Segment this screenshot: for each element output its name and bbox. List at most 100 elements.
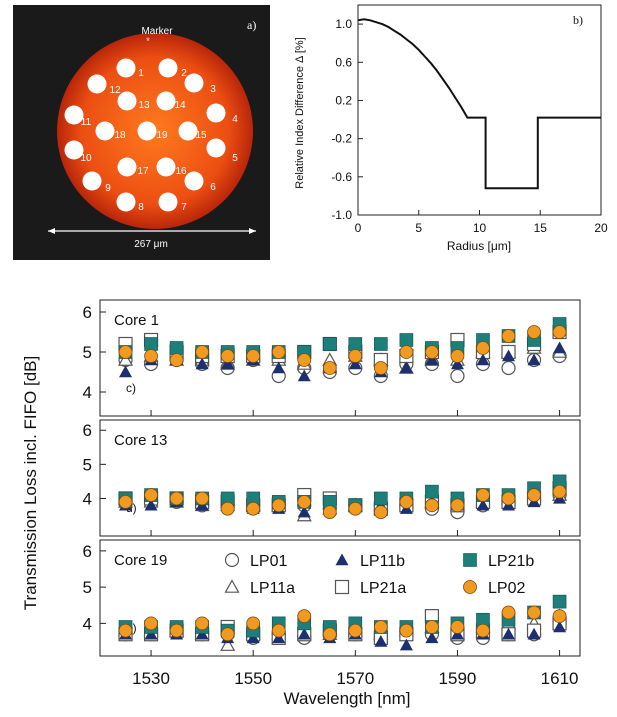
lp02-marker <box>246 501 261 516</box>
y-tick-label: 6 <box>83 542 92 561</box>
wavelength-tick-label: 1590 <box>439 669 477 688</box>
lp02-marker <box>118 494 133 509</box>
lp02-marker <box>373 620 388 634</box>
lp02-marker <box>527 325 541 339</box>
x-tick-label: 20 <box>594 221 608 235</box>
lp11b-marker <box>144 498 158 511</box>
core-3 <box>184 73 204 93</box>
lp02-marker <box>322 505 337 520</box>
lp02-marker <box>425 620 439 634</box>
index-profile-x-label: Radius [μm] <box>447 239 511 253</box>
legend-label-lp02: LP02 <box>488 580 525 597</box>
lp21b-marker <box>322 337 337 351</box>
transmission-panel-1: 4 5 6 Core 1 c) <box>83 299 581 417</box>
lp11b-marker <box>527 627 541 640</box>
lp21b-marker <box>425 484 439 499</box>
lp02-marker <box>169 353 184 367</box>
index-profile-line <box>357 18 601 190</box>
lp02-marker <box>297 609 312 624</box>
core-label-18: 18 <box>114 130 126 141</box>
lp02-marker <box>195 616 210 631</box>
core-4 <box>206 103 226 123</box>
legend-marker-lp02 <box>463 580 477 594</box>
core-label-2: 2 <box>181 68 187 79</box>
core-label-10: 10 <box>80 153 92 164</box>
lp21b-marker <box>169 341 184 355</box>
lp11b-marker <box>221 357 235 370</box>
lp02-marker <box>399 494 414 509</box>
core-5 <box>206 138 226 158</box>
y-tick-label: -1.0 <box>331 208 352 222</box>
lp11a-marker <box>220 637 236 651</box>
core-9 <box>82 171 102 191</box>
lp02-marker <box>144 488 158 502</box>
lp02-marker <box>450 349 465 363</box>
y-tick-label: 4 <box>83 614 92 633</box>
marker-label: Marker <box>141 26 173 37</box>
y-tick-label: 5 <box>83 578 92 597</box>
legend-marker-lp21a <box>334 579 350 595</box>
lp21b-marker <box>348 337 363 351</box>
legend-label-lp21a: LP21a <box>360 580 406 597</box>
lp21b-marker <box>374 491 388 506</box>
panel-frame <box>99 419 581 537</box>
core-2 <box>158 58 178 78</box>
lp21b-marker <box>552 594 567 609</box>
scale-bar-label: 267 μm <box>134 239 168 250</box>
lp02-marker <box>297 494 312 509</box>
core-19 <box>137 121 157 141</box>
core-17 <box>117 157 137 177</box>
lp02-marker <box>348 623 363 638</box>
lp02-marker <box>220 501 235 516</box>
legend-marker-lp11b <box>335 553 349 566</box>
lp11b-marker <box>297 627 311 640</box>
panel-tag: d) <box>126 501 137 515</box>
lp11b-marker <box>527 353 541 366</box>
core-label-14: 14 <box>174 100 186 111</box>
panel-tag: c) <box>126 381 136 395</box>
lp01-marker <box>450 368 465 384</box>
lp02-marker <box>195 345 210 359</box>
core-label-15: 15 <box>195 130 207 141</box>
y-tick-label: 1.0 <box>335 17 352 31</box>
lp02-marker <box>271 623 286 638</box>
index-profile-axes: 0 5 10 15 20 1.0 0.6 0.2 -0.2 -0.6 -1.0 <box>331 17 608 235</box>
lp01-marker <box>501 360 516 376</box>
lp11b-marker <box>450 357 464 370</box>
lp02-marker <box>144 616 158 631</box>
lp02-marker <box>399 345 414 359</box>
index-profile-y-label: Relative Index Difference Δ [%] <box>294 37 306 188</box>
legend-label-lp11b: LP11b <box>360 553 405 570</box>
marker-star: * <box>146 36 150 46</box>
core-18 <box>95 121 115 141</box>
x-tick-label: 5 <box>415 221 422 235</box>
panel-b-label: b) <box>573 13 583 27</box>
lp02-marker <box>527 605 541 620</box>
lp11b-marker <box>297 505 311 518</box>
core-name: Core 13 <box>114 432 167 449</box>
y-tick-label: 6 <box>83 421 92 440</box>
lp02-marker <box>399 623 414 638</box>
panel-frame <box>99 539 581 657</box>
lp02-marker <box>425 345 439 359</box>
y-tick-label: 5 <box>83 455 92 474</box>
y-tick-label: -0.6 <box>331 170 352 184</box>
lp02-marker <box>501 605 516 620</box>
lp11b-marker <box>272 361 286 374</box>
lp11a-marker <box>118 352 134 366</box>
legend-marker-lp11a <box>224 579 240 593</box>
core-label-7: 7 <box>181 202 187 213</box>
lp02-marker <box>322 361 337 375</box>
y-tick-label: 0.6 <box>335 55 352 69</box>
core-11 <box>64 105 84 125</box>
lp02-marker <box>552 325 567 339</box>
lp02-marker <box>373 505 388 520</box>
index-profile-chart: 0 5 10 15 20 1.0 0.6 0.2 -0.2 -0.6 -1.0 b) Radius … <box>294 4 608 253</box>
lp02-marker <box>322 627 337 642</box>
lp02-marker <box>169 623 184 638</box>
wavelength-tick-label: 1530 <box>132 669 170 688</box>
legend-marker-lp01 <box>224 552 240 568</box>
